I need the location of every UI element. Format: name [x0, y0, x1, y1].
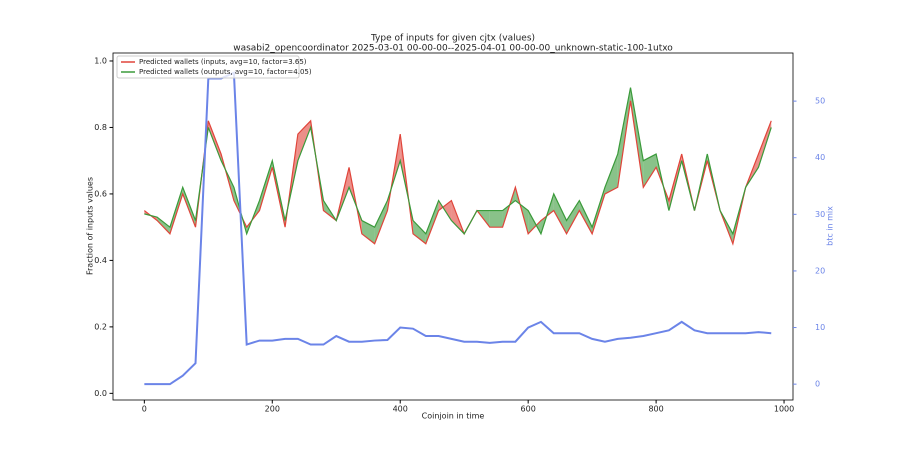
y-tick-label: 0.6	[94, 189, 107, 198]
series-line	[143, 100, 772, 246]
y-tick-label: 1.0	[94, 56, 107, 65]
series-line	[144, 87, 772, 236]
fill-between	[489, 210, 503, 228]
legend-label: Predicted wallets (inputs, avg=10, facto…	[139, 58, 307, 66]
x-tick-label: 1000	[774, 405, 794, 414]
y2-tick-label: 30	[815, 210, 825, 219]
fill-between	[643, 154, 657, 188]
y-tick-label: 0.2	[94, 322, 107, 331]
y2-tick-label: 10	[815, 323, 825, 332]
fill-between	[566, 200, 580, 234]
legend-box	[116, 55, 300, 79]
series-line	[144, 71, 772, 386]
x-tick-label: 400	[393, 405, 408, 414]
x-tick-label: 200	[265, 405, 280, 414]
chart-subtitle: wasabi2_opencoordinator 2025-03-01 00-00…	[233, 44, 673, 54]
fill-between	[553, 193, 567, 234]
fill-between	[425, 200, 439, 244]
y-axis-label: Fraction of inputs values	[86, 177, 95, 275]
fill-between	[361, 220, 375, 244]
y2-tick-label: 20	[815, 266, 825, 275]
y2-tick-label: 50	[815, 97, 825, 106]
x-tick-label: 800	[648, 405, 663, 414]
legend-label: Predicted wallets (outputs, avg=10, fact…	[139, 68, 312, 76]
x-axis-label: Coinjoin in time	[422, 412, 485, 421]
fill-between	[374, 200, 388, 244]
x-tick-label: 0	[142, 405, 147, 414]
y-tick-label: 0.8	[94, 123, 107, 132]
fill-between	[413, 220, 426, 244]
y-tick-label: 0.0	[94, 389, 107, 398]
plot-frame	[112, 52, 794, 401]
y2-axis-label: btc in mix	[826, 206, 835, 246]
chart-title: Type of inputs for given cjtx (values)	[370, 34, 535, 44]
y2-tick-label: 0	[815, 380, 820, 389]
fill-between	[579, 200, 593, 234]
y-tick-label: 0.4	[94, 256, 107, 265]
y2-tick-label: 40	[815, 153, 825, 162]
x-tick-label: 600	[521, 405, 536, 414]
